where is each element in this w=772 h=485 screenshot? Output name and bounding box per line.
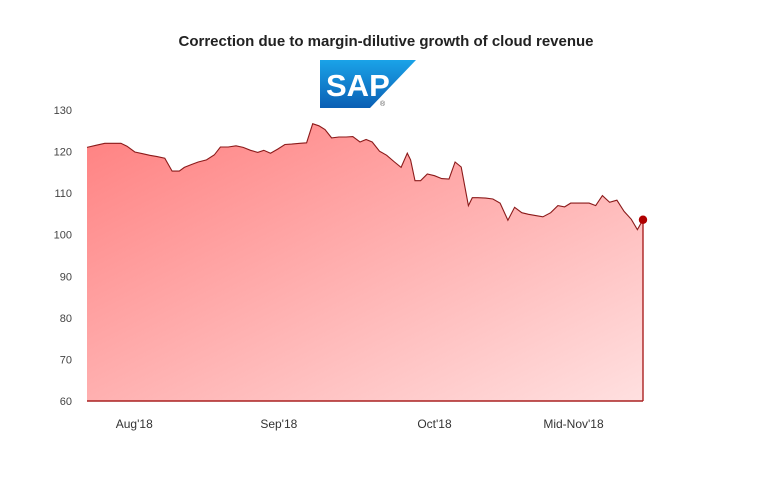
y-tick-label: 120 (54, 147, 72, 159)
price-area-fill (87, 123, 643, 401)
last-price-marker (638, 215, 648, 224)
sap-logo: SAP ® (320, 60, 416, 108)
y-tick-label: 110 (54, 188, 72, 200)
x-tick-label: Oct'18 (417, 417, 452, 431)
y-tick-label: 130 (54, 105, 72, 117)
x-tick-label: Sep'18 (260, 417, 297, 431)
sap-logo-shape (320, 60, 416, 108)
y-tick-label: 70 (60, 354, 72, 366)
x-tick-label: Aug'18 (116, 417, 153, 431)
sap-logo-graphic: SAP ® (320, 60, 416, 108)
y-tick-label: 60 (60, 396, 72, 408)
y-axis-ticks: 60 70 80 90 100 110 120 130 (54, 105, 72, 408)
y-tick-label: 100 (54, 230, 72, 242)
x-axis-ticks: Aug'18 Sep'18 Oct'18 Mid-Nov'18 (116, 417, 604, 431)
y-tick-label: 90 (60, 271, 72, 283)
registered-mark: ® (380, 100, 386, 108)
sap-logo-text: SAP (326, 68, 390, 103)
price-series-line (86, 122, 644, 231)
x-tick-label: Mid-Nov'18 (543, 417, 604, 431)
chart-title: Correction due to margin-dilutive growth… (178, 33, 594, 50)
y-tick-label: 80 (60, 313, 72, 325)
